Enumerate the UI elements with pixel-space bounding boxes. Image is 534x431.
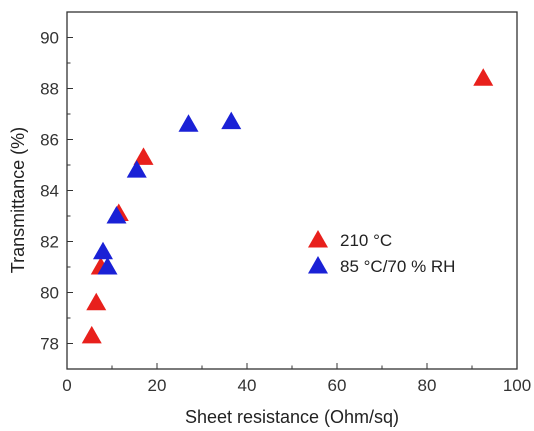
data-point (473, 68, 494, 86)
y-tick-label: 86 (40, 131, 59, 150)
y-tick-label: 82 (40, 233, 59, 252)
x-tick-label: 0 (62, 376, 71, 395)
x-axis-label: Sheet resistance (Ohm/sq) (185, 407, 399, 427)
y-tick-label: 88 (40, 80, 59, 99)
legend-entry-label: 210 °C (340, 231, 392, 250)
y-tick-label: 84 (40, 182, 59, 201)
y-tick-label: 80 (40, 284, 59, 303)
legend-entry-label: 85 °C/70 % RH (340, 257, 455, 276)
x-tick-label: 100 (503, 376, 531, 395)
x-tick-label: 40 (238, 376, 257, 395)
plot-area (66, 11, 518, 370)
legend-marker (308, 256, 328, 274)
data-point (221, 111, 242, 130)
data-point (86, 292, 107, 311)
data-point (106, 206, 127, 224)
legend: 210 °C 85 °C/70 % RH (308, 230, 455, 276)
data-point (93, 241, 113, 260)
x-tick-label: 60 (328, 376, 347, 395)
series-2-points (93, 111, 242, 275)
plot-frame (66, 11, 518, 370)
data-point (133, 147, 154, 165)
legend-marker (308, 230, 328, 248)
data-point (81, 325, 102, 344)
x-tick-label: 20 (148, 376, 167, 395)
data-point (178, 114, 199, 132)
data-points (81, 68, 494, 344)
y-axis-label: Transmittance (%) (8, 127, 28, 273)
series-1-points (81, 68, 494, 344)
x-tick-label: 80 (418, 376, 437, 395)
axis-ticks: 0 20 40 60 80 100 78 80 82 84 86 88 90 (40, 11, 531, 395)
y-tick-label: 90 (40, 29, 59, 48)
data-point (126, 160, 147, 178)
y-tick-label: 78 (40, 335, 59, 354)
data-point (97, 257, 118, 275)
